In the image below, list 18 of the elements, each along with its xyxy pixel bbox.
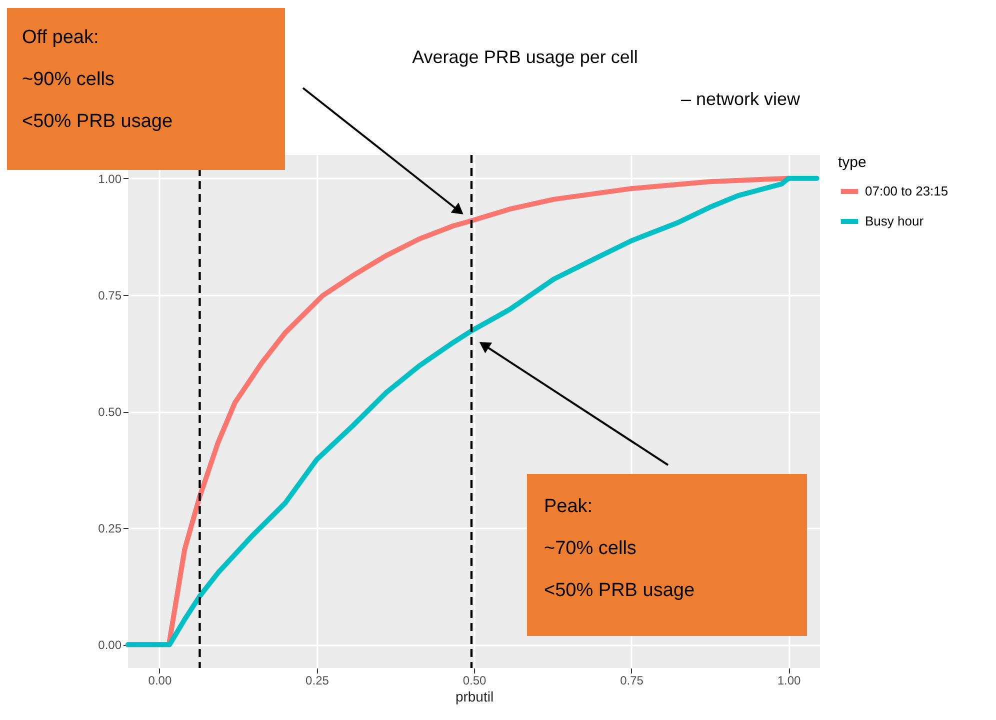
y-tick-label: 0.75 xyxy=(98,288,122,302)
y-tick-label: 0.00 xyxy=(98,638,122,652)
chart-subtitle: – network view xyxy=(680,89,801,109)
x-tick-label: 0.25 xyxy=(306,674,330,688)
y-tick-label: 0.50 xyxy=(98,405,122,419)
legend-label: Busy hour xyxy=(865,214,924,228)
x-tick-label: 0.50 xyxy=(462,674,486,688)
legend-label: 07:00 to 23:15 xyxy=(865,184,948,198)
legend-title: type xyxy=(838,154,866,171)
x-axis-title: prbutil xyxy=(455,688,494,704)
y-tick-label: 0.25 xyxy=(98,522,122,536)
x-tick-label: 1.00 xyxy=(777,674,802,688)
text: Off peak: ~90% cells <50% PRB usage xyxy=(22,27,173,132)
y-tick-label: 1.00 xyxy=(98,172,122,186)
x-tick-label: 0.75 xyxy=(620,674,644,688)
x-tick-label: 0.00 xyxy=(148,674,172,688)
annotation: Peak: ~70% cells <50% PRB usage xyxy=(544,496,695,601)
chart-title: Average PRB usage per cell xyxy=(412,47,638,67)
